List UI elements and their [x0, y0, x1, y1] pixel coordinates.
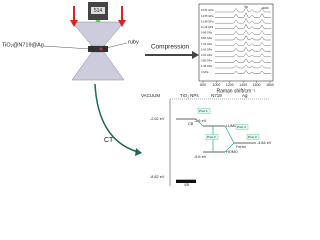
energy-label: -8.82 eV — [150, 175, 165, 179]
process-label: Proc.4 — [237, 125, 246, 129]
laser-window — [91, 7, 105, 14]
arrow — [192, 51, 199, 59]
pressure-label: 11.48 GPa — [201, 25, 214, 29]
leader — [43, 45, 91, 50]
spectrum-trace — [215, 64, 271, 69]
x-label: Raman shift/cm⁻¹ — [216, 88, 255, 94]
x-tick-label: 800 — [200, 83, 206, 87]
pressure-label: 4.01 GPa — [201, 53, 213, 57]
pressure-label: 0 GPa — [201, 70, 209, 74]
level-label: LUMO — [226, 124, 237, 128]
sample-label: Ag — [244, 4, 248, 8]
spectrum-trace — [215, 12, 271, 18]
graphical-abstract: 514 TiO₂@N719@Ag ruby Compression 16.51 … — [2, 2, 274, 187]
pressure-label: 1.48 GPa — [201, 64, 213, 68]
pressure-label: 9.98 GPa — [201, 31, 213, 35]
x-tick-label: 1600 — [253, 83, 261, 87]
ruby — [99, 47, 103, 51]
column-label: TiO₂ NPs — [180, 93, 199, 98]
ruby-label: ruby — [128, 39, 139, 45]
column-label: Ag — [242, 93, 248, 98]
transfer-arrow — [224, 142, 235, 153]
spectrum-trace — [215, 23, 271, 30]
anvil-bottom — [71, 51, 125, 81]
energy-label: -3.6 eV — [194, 119, 207, 123]
force-arrow — [118, 20, 126, 27]
level-label: CB — [188, 122, 194, 126]
energy-label: -4.84 eV — [257, 141, 272, 145]
transfer-arrow — [195, 118, 204, 127]
pressure-label: 14.55 GPa — [201, 14, 214, 18]
spectrum-trace — [215, 35, 271, 41]
spectrum-trace — [215, 41, 271, 46]
x-tick-label: 1400 — [239, 83, 247, 87]
pressure-label: 5.42 GPa — [201, 47, 213, 51]
x-tick-label: 1000 — [213, 83, 221, 87]
pressure-label: 2.86 GPa — [201, 59, 213, 63]
process-box — [235, 124, 249, 130]
x-tick-label: 1800 — [266, 83, 274, 87]
spectrum-frame — [198, 3, 274, 82]
spectrum-trace — [215, 52, 271, 58]
vb-block — [176, 180, 196, 183]
level-label: HOMO — [226, 150, 238, 154]
spectrum-trace — [215, 70, 271, 74]
anvil-top — [71, 21, 125, 47]
arrow-label: Compression — [151, 44, 190, 51]
sample-label: TiO₂@N719@Ag — [2, 42, 44, 48]
force-arrow — [70, 20, 78, 27]
pressure-label: 8.56 GPa — [201, 36, 213, 40]
energy-label: -5.6 eV — [194, 155, 207, 159]
pressure-label: 16.51 GPa — [201, 8, 214, 12]
process-label: Proc.1 — [199, 109, 208, 113]
ct-arrow — [94, 83, 139, 153]
pressure-label: 7.04 GPa — [201, 42, 213, 46]
ct-label: CT — [104, 137, 114, 144]
laser-label: 514 — [94, 8, 103, 14]
gasket — [88, 46, 108, 52]
transfer-arrow — [224, 125, 235, 144]
process-label: Proc.2 — [207, 135, 216, 139]
vacuum-label: VACUUM — [141, 93, 160, 98]
pressure-label: 12.88 GPa — [201, 19, 214, 23]
spectrum-trace — [215, 18, 271, 24]
leader — [101, 42, 128, 50]
process-box — [205, 134, 219, 140]
process-box — [246, 134, 260, 140]
spectrum-trace — [215, 6, 271, 13]
spectrum-trace — [215, 47, 271, 52]
spectrum-trace — [215, 58, 271, 63]
process-label: Proc.3 — [248, 135, 257, 139]
scale-label: 3000 — [262, 6, 269, 10]
energy-label: -2.62 eV — [150, 117, 165, 121]
ct-arrow — [135, 148, 142, 156]
level-label: VB — [184, 183, 190, 187]
x-tick-label: 1200 — [226, 83, 234, 87]
level-label: Fermi — [236, 145, 246, 149]
column-label: N719 — [211, 93, 222, 98]
spectrum-trace — [215, 29, 271, 35]
process-box — [197, 108, 211, 114]
